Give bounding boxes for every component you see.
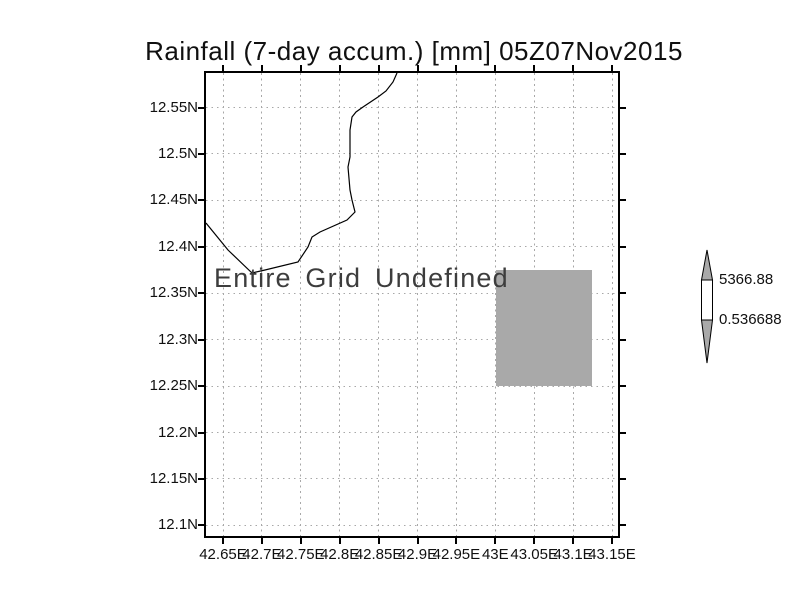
x-tick-top [299, 65, 302, 71]
x-axis-label: 42.9E [397, 546, 438, 563]
gridline-horizontal [206, 385, 618, 387]
x-tick-top [377, 65, 380, 71]
y-tick-right [620, 106, 626, 109]
y-axis-label: 12.3N [157, 330, 198, 348]
colorbar [700, 249, 714, 364]
x-axis-label: 42.95E [432, 546, 481, 563]
y-tick-left [198, 338, 204, 341]
x-tick-top [533, 65, 536, 71]
x-tick-bottom [416, 538, 419, 544]
x-tick-bottom [260, 538, 263, 544]
y-tick-left [198, 152, 204, 155]
x-axis-label: 43.1E [553, 546, 593, 563]
x-tick-bottom [533, 538, 536, 544]
y-tick-right [620, 385, 626, 388]
gridline-horizontal [206, 153, 618, 155]
gridline-vertical [300, 73, 302, 536]
x-axis-label: 43E [481, 546, 509, 563]
y-axis-label: 12.2N [157, 423, 198, 441]
x-axis-label: 43.05E [510, 546, 558, 563]
coastline [206, 73, 398, 274]
x-tick-bottom [611, 538, 613, 544]
y-tick-right [620, 524, 626, 527]
gridline-horizontal [206, 246, 618, 248]
gridline-vertical [455, 73, 457, 536]
y-axis-label: 12.35N [149, 284, 198, 302]
y-tick-left [198, 199, 204, 202]
gridline-vertical [261, 73, 263, 536]
plot-frame [204, 71, 620, 538]
y-tick-left [198, 524, 204, 527]
x-tick-top [338, 65, 341, 71]
y-axis-label: 12.55N [149, 98, 198, 116]
colorbar-lower-arrow [700, 319, 714, 364]
gridline-horizontal [206, 292, 618, 294]
x-axis-label: 42.85E [354, 546, 403, 563]
x-tick-top [416, 65, 419, 71]
y-axis-label: 12.5N [157, 144, 198, 162]
colorbar-min-label: 0.536688 [719, 311, 782, 328]
y-tick-left [198, 106, 204, 109]
plot-area: Entire Grid Undefined [206, 73, 618, 536]
x-tick-top [572, 65, 575, 71]
x-tick-top [494, 65, 497, 71]
y-tick-right [620, 245, 626, 248]
y-tick-left [198, 477, 204, 480]
y-tick-right [620, 431, 626, 434]
y-tick-left [198, 292, 204, 295]
y-tick-right [620, 338, 626, 341]
y-axis-label: 12.1N [157, 516, 198, 534]
gridline-horizontal [206, 199, 618, 201]
gridline-vertical [222, 73, 224, 536]
x-tick-bottom [338, 538, 341, 544]
y-tick-left [198, 431, 204, 434]
gridline-vertical [494, 73, 496, 536]
gridline-vertical [378, 73, 380, 536]
x-axis-label: 42.8E [320, 546, 360, 563]
x-tick-bottom [299, 538, 302, 544]
y-tick-right [620, 152, 626, 155]
gridline-horizontal [206, 478, 618, 480]
x-tick-top [222, 65, 224, 71]
x-tick-top [611, 65, 613, 71]
y-tick-right [620, 477, 626, 480]
gridline-vertical [611, 73, 613, 536]
y-axis-label: 12.25N [149, 377, 198, 395]
y-axis-label: 12.45N [149, 191, 198, 209]
x-tick-bottom [222, 538, 224, 544]
x-axis-label: 42.7E [242, 546, 282, 563]
x-axis-label: 42.65E [199, 546, 247, 563]
y-tick-left [198, 385, 204, 388]
gridline-vertical [417, 73, 418, 536]
colorbar-white-band [701, 279, 713, 321]
masked-undefined-region [496, 270, 592, 386]
x-tick-bottom [572, 538, 575, 544]
x-tick-bottom [377, 538, 380, 544]
gridline-horizontal [206, 432, 618, 433]
x-tick-bottom [494, 538, 497, 544]
x-tick-top [260, 65, 263, 71]
y-tick-right [620, 199, 626, 202]
x-tick-bottom [455, 538, 458, 544]
y-axis-label: 12.15N [149, 469, 198, 487]
gridline-horizontal [206, 107, 618, 108]
colorbar-upper-arrow [700, 249, 714, 281]
y-axis-label: 12.4N [157, 237, 198, 255]
y-tick-right [620, 292, 626, 295]
gridline-vertical [339, 73, 341, 536]
gridline-horizontal [206, 524, 618, 526]
x-axis-label: 42.75E [277, 546, 325, 563]
undefined-grid-warning: Entire Grid Undefined [214, 263, 509, 293]
colorbar-max-label: 5366.88 [719, 271, 774, 288]
plot-title: Rainfall (7-day accum.) [mm] 05Z07Nov201… [145, 36, 683, 66]
x-tick-top [455, 65, 458, 71]
y-tick-left [198, 245, 204, 248]
gridline-horizontal [206, 339, 618, 341]
x-axis-label: 43.15E [588, 546, 636, 563]
coastline-path [206, 73, 398, 274]
